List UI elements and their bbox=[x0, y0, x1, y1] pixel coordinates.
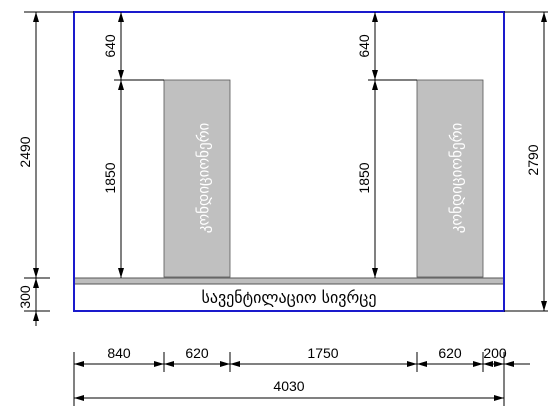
left-outer-dimension bbox=[24, 11, 74, 326]
dim-bottom-620-left: 620 bbox=[185, 345, 209, 361]
right-outer-dimension bbox=[504, 11, 548, 312]
dim-bottom-620-right: 620 bbox=[438, 345, 462, 361]
dim-bottom-200: 200 bbox=[483, 345, 507, 361]
dim-left-total-height: 2490 bbox=[17, 136, 33, 167]
dim-bottom-1750: 1750 bbox=[307, 345, 338, 361]
outer-frame bbox=[73, 11, 505, 312]
dim-left-bottom: 300 bbox=[17, 285, 33, 309]
dim-bottom-840: 840 bbox=[107, 345, 131, 361]
vent-strip bbox=[73, 277, 505, 285]
dim-right-total-height: 2790 bbox=[525, 144, 541, 175]
dim-inner-height-left: 1850 bbox=[102, 162, 118, 193]
left-conditioner-panel bbox=[163, 79, 231, 278]
right-panel-label: კონდიციონერი bbox=[448, 122, 466, 233]
right-conditioner-panel bbox=[416, 79, 484, 278]
dim-inner-height-right: 1850 bbox=[356, 162, 372, 193]
vent-space-label: სავენტილაციო სივრცე bbox=[201, 288, 376, 307]
bottom-dimension-lines bbox=[73, 352, 530, 406]
dim-bottom-total: 4030 bbox=[273, 378, 304, 394]
dim-inner-top-left: 640 bbox=[102, 34, 118, 58]
inner-right-dimension bbox=[368, 12, 417, 278]
inner-left-dimension bbox=[114, 12, 164, 278]
left-panel-label: კონდიციონერი bbox=[195, 122, 213, 233]
dim-inner-top-right: 640 bbox=[356, 34, 372, 58]
